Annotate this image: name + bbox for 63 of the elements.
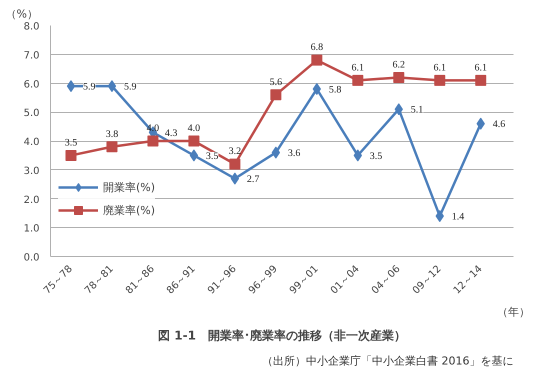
point bbox=[311, 54, 322, 66]
point bbox=[66, 80, 76, 92]
y-tick-label: 6.0 bbox=[24, 79, 40, 90]
x-tick-label: 81～86 bbox=[124, 264, 157, 296]
data-label: 3.2 bbox=[228, 146, 242, 158]
point bbox=[270, 89, 282, 100]
legend-label: 廃業率(%) bbox=[103, 202, 156, 218]
x-tick-label: 09～12 bbox=[410, 264, 444, 296]
point bbox=[229, 158, 240, 170]
data-label: 6.1 bbox=[352, 62, 364, 74]
x-tick-label: 12～14 bbox=[452, 264, 485, 296]
y-tick-label: 0.0 bbox=[24, 252, 40, 264]
point bbox=[272, 146, 280, 159]
data-label: 6.2 bbox=[392, 59, 406, 70]
data-label: 3.5 bbox=[64, 137, 78, 148]
x-tick-label: 04～06 bbox=[370, 264, 403, 296]
data-label: 5.9 bbox=[82, 82, 96, 93]
data-label: 5.9 bbox=[124, 82, 136, 93]
x-axis-title: （年） bbox=[497, 305, 530, 318]
data-label: 6.8 bbox=[310, 42, 324, 54]
x-tick-label: 91～96 bbox=[206, 264, 239, 296]
point bbox=[65, 150, 76, 161]
text: 図 1-1 開業率･廃業率の推移（非一次産業） bbox=[158, 328, 406, 342]
data-label: 4.6 bbox=[492, 119, 506, 130]
y-tick-label: 3.0 bbox=[24, 166, 40, 177]
y-tick-label: 4.0 bbox=[24, 137, 40, 148]
text: （出所）中小企業庁「中小企業白書 2016」を基に bbox=[262, 354, 514, 368]
x-tick-label: 75～78 bbox=[42, 264, 75, 296]
y-tick-label: 8.0 bbox=[24, 22, 40, 32]
data-label: 4.3 bbox=[164, 128, 178, 139]
point bbox=[475, 74, 486, 86]
y-axis-title: （%） bbox=[6, 8, 38, 20]
point bbox=[230, 172, 240, 185]
point bbox=[106, 141, 118, 152]
data-label: 4.0 bbox=[188, 123, 200, 134]
data-label: 1.4 bbox=[452, 212, 464, 223]
data-label: 5.8 bbox=[328, 84, 342, 96]
data-label: 6.1 bbox=[434, 62, 446, 74]
data-label: 5.6 bbox=[270, 76, 282, 88]
data-label: 3.5 bbox=[206, 150, 218, 162]
point bbox=[147, 136, 158, 146]
y-tick-label: 7.0 bbox=[24, 50, 40, 62]
legend-label: 開業率(%) bbox=[103, 180, 156, 194]
data-label: 6.1 bbox=[474, 62, 487, 74]
x-tick-label: 86～91 bbox=[164, 264, 198, 296]
y-tick-label: 2.0 bbox=[24, 194, 40, 206]
y-tick-label: 5.0 bbox=[24, 108, 40, 120]
data-label: 3.5 bbox=[370, 150, 382, 162]
x-tick-label: 01～04 bbox=[328, 264, 362, 296]
point bbox=[434, 74, 446, 86]
data-label: 3.8 bbox=[106, 128, 118, 140]
point bbox=[393, 72, 404, 83]
point bbox=[190, 149, 198, 162]
point bbox=[188, 136, 200, 146]
point bbox=[108, 80, 116, 92]
x-tick-label: 78～81 bbox=[83, 264, 116, 296]
point bbox=[352, 74, 364, 86]
data-label: 2.7 bbox=[246, 174, 260, 186]
y-tick-label: 1.0 bbox=[24, 224, 40, 235]
data-label: 5.1 bbox=[410, 104, 424, 116]
x-tick-label: 99～01 bbox=[288, 264, 321, 296]
x-tick-label: 96～99 bbox=[246, 264, 280, 296]
data-label: 3.6 bbox=[288, 148, 300, 160]
